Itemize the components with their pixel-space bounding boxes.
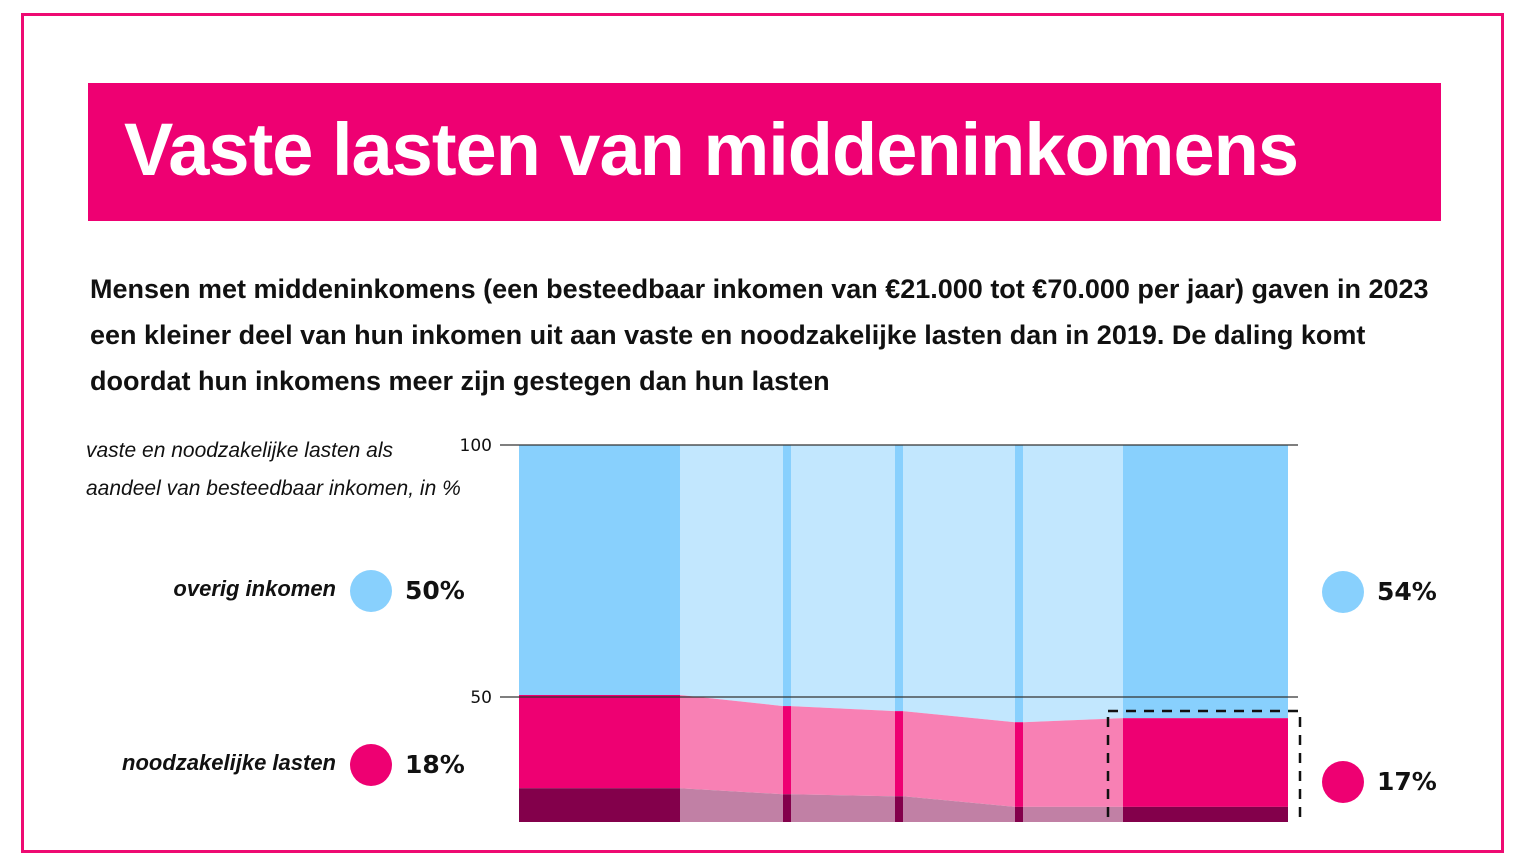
bar-noodzakelijk [1015, 722, 1023, 807]
title-bar: Vaste lasten van middeninkomens [88, 83, 1441, 221]
flow-noodzakelijk [791, 706, 895, 797]
bar-vast [519, 788, 680, 822]
y-axis-label: vaste en noodzakelijke lasten als aandee… [86, 439, 461, 500]
flow-noodzakelijk [903, 711, 1015, 807]
flow-noodzakelijk [680, 694, 783, 795]
noodzakelijk-start-value: 18% [405, 750, 465, 779]
subtitle: Mensen met middeninkomens (een besteedba… [90, 274, 1429, 396]
legend-dot-noodzakelijk [350, 744, 392, 786]
overig-start-value: 50% [405, 576, 465, 605]
bar-vast [1015, 806, 1023, 822]
flow-vast [1023, 806, 1123, 822]
bar-vast [1123, 806, 1288, 822]
legend-dot-overig-end [1322, 571, 1364, 613]
flow-noodzakelijk [1023, 718, 1123, 807]
legend-label-overig: overig inkomen [173, 576, 336, 601]
legend-dot-overig [350, 570, 392, 612]
flow-overig [1023, 445, 1123, 723]
bar-overig [1015, 445, 1023, 723]
highlight-box [1106, 709, 1302, 822]
bar-noodzakelijk [519, 694, 680, 789]
flow-vast [680, 788, 783, 822]
bar-noodzakelijk [783, 706, 791, 795]
flow-overig [791, 445, 895, 712]
bar-vast [895, 796, 903, 822]
noodzakelijk-end-value: 17% [1377, 767, 1437, 796]
flow-overig [903, 445, 1015, 723]
bar-overig [519, 445, 680, 695]
bar-overig [1123, 445, 1288, 719]
y-tick-label: 50 [470, 688, 492, 708]
page-title: Vaste lasten van middeninkomens [124, 108, 1299, 191]
bar-vast [783, 794, 791, 822]
bar-noodzakelijk [1123, 718, 1288, 807]
chart: 100 50 [460, 436, 1302, 822]
flow-vast [903, 796, 1015, 822]
legend-label-noodzakelijk: noodzakelijke lasten [122, 750, 336, 775]
bar-overig [783, 445, 791, 707]
y-tick-label: 100 [460, 436, 492, 456]
flow-overig [680, 445, 783, 707]
bar-noodzakelijk [895, 711, 903, 797]
bar-overig [895, 445, 903, 712]
overig-end-value: 54% [1377, 577, 1437, 606]
flow-vast [791, 794, 895, 822]
legend-dot-noodzakelijk-end [1322, 761, 1364, 803]
